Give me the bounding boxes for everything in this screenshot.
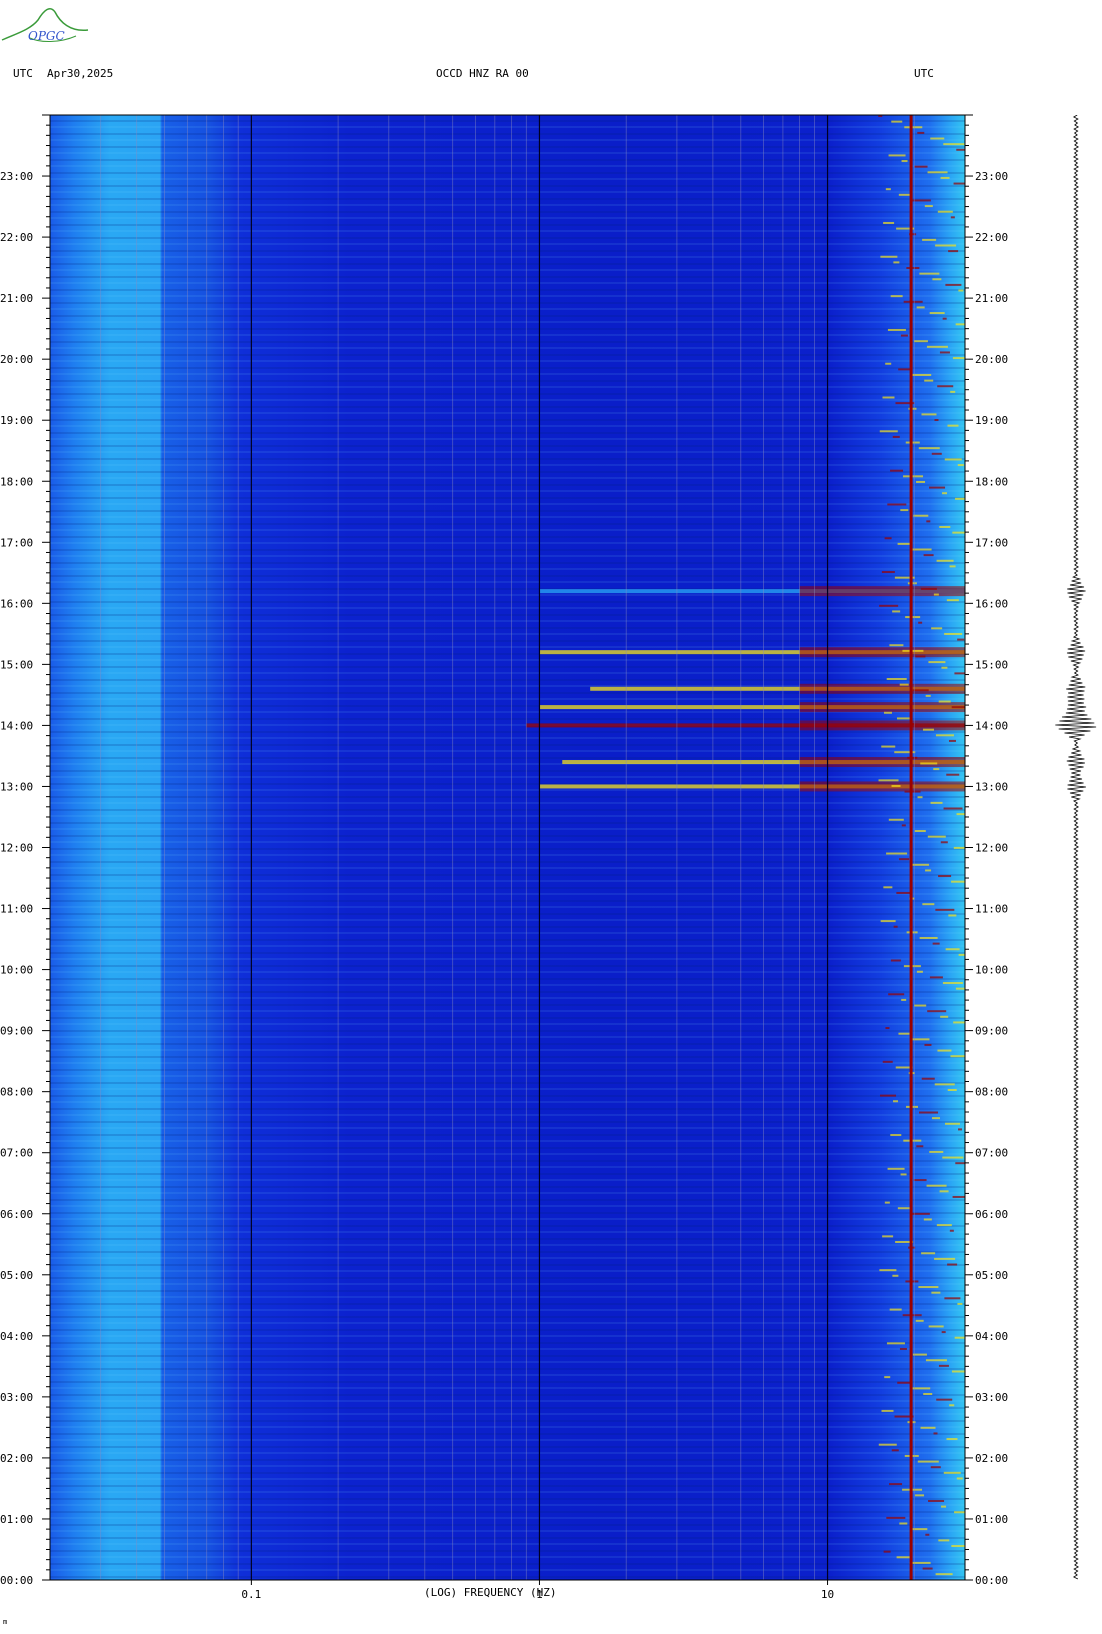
- y-tick-label-right: 06:00: [975, 1208, 1008, 1221]
- y-tick-label-right: 15:00: [975, 658, 1008, 671]
- y-tick-label-left: 21:00: [0, 292, 33, 305]
- spectrogram-panel: [50, 115, 965, 1580]
- y-tick-label-right: 05:00: [975, 1269, 1008, 1282]
- y-tick-label-left: 01:00: [0, 1513, 33, 1526]
- y-tick-label-left: 22:00: [0, 231, 33, 244]
- y-tick-label-left: 17:00: [0, 536, 33, 549]
- y-tick-label-left: 11:00: [0, 903, 33, 916]
- y-tick-label-right: 14:00: [975, 719, 1008, 732]
- y-tick-label-left: 05:00: [0, 1269, 33, 1282]
- y-tick-label-left: 15:00: [0, 658, 33, 671]
- y-tick-label-left: 14:00: [0, 719, 33, 732]
- y-tick-label-right: 12:00: [975, 842, 1008, 855]
- chart-title: OCCD HNZ RA 00: [436, 67, 529, 80]
- header-right-timezone: UTC: [914, 67, 934, 80]
- seismogram-trace: [1055, 115, 1097, 1580]
- y-tick-label-left: 13:00: [0, 780, 33, 793]
- y-tick-label-left: 03:00: [0, 1391, 33, 1404]
- y-tick-label-right: 13:00: [975, 780, 1008, 793]
- y-tick-label-right: 09:00: [975, 1025, 1008, 1038]
- y-tick-label-left: 23:00: [0, 170, 33, 183]
- y-tick-label-right: 11:00: [975, 903, 1008, 916]
- y-tick-label-right: 04:00: [975, 1330, 1008, 1343]
- y-tick-label-right: 20:00: [975, 353, 1008, 366]
- logo-text: OPGC: [28, 29, 65, 43]
- y-tick-label-left: 10:00: [0, 964, 33, 977]
- y-tick-label-left: 20:00: [0, 353, 33, 366]
- x-tick-label: 0.1: [241, 1588, 261, 1601]
- x-tick-label: 10: [821, 1588, 834, 1601]
- y-tick-label-left: 06:00: [0, 1208, 33, 1221]
- y-tick-label-right: 18:00: [975, 475, 1008, 488]
- y-tick-label-left: 16:00: [0, 597, 33, 610]
- y-tick-label-right: 22:00: [975, 231, 1008, 244]
- y-tick-label-left: 19:00: [0, 414, 33, 427]
- y-tick-label-left: 02:00: [0, 1452, 33, 1465]
- y-tick-label-left: 07:00: [0, 1147, 33, 1160]
- y-tick-label-left: 09:00: [0, 1025, 33, 1038]
- y-tick-label-right: 10:00: [975, 964, 1008, 977]
- footer-mark: m: [3, 1618, 8, 1626]
- y-tick-label-right: 02:00: [975, 1452, 1008, 1465]
- y-tick-label-right: 16:00: [975, 597, 1008, 610]
- y-tick-label-right: 17:00: [975, 536, 1008, 549]
- y-tick-label-right: 07:00: [975, 1147, 1008, 1160]
- y-tick-label-right: 08:00: [975, 1086, 1008, 1099]
- y-tick-label-right: 03:00: [975, 1391, 1008, 1404]
- y-tick-label-right: 00:00: [975, 1574, 1008, 1587]
- y-tick-label-right: 21:00: [975, 292, 1008, 305]
- y-tick-label-left: 04:00: [0, 1330, 33, 1343]
- spectrogram-grid: [100, 115, 915, 1580]
- y-tick-label-left: 00:00: [0, 1574, 33, 1587]
- y-tick-label-left: 08:00: [0, 1086, 33, 1099]
- y-tick-label-right: 19:00: [975, 414, 1008, 427]
- y-tick-label-left: 12:00: [0, 842, 33, 855]
- opgc-logo: OPGC: [1, 8, 89, 43]
- header-left-timezone: UTC: [13, 67, 33, 80]
- y-tick-label-left: 18:00: [0, 475, 33, 488]
- x-axis-title: (LOG) FREQUENCY (HZ): [424, 1586, 557, 1599]
- seismogram-path: [1055, 115, 1097, 1580]
- y-tick-label-right: 23:00: [975, 170, 1008, 183]
- y-tick-label-right: 01:00: [975, 1513, 1008, 1526]
- header-date: Apr30,2025: [47, 67, 114, 80]
